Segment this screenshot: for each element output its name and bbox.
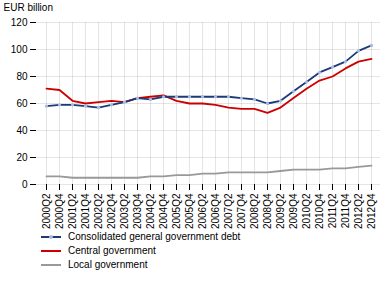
svg-text:2000Q4: 2000Q4 [54, 193, 65, 229]
svg-text:2009Q4: 2009Q4 [288, 193, 299, 229]
svg-text:2011Q4: 2011Q4 [340, 193, 351, 228]
svg-text:2007Q2: 2007Q2 [223, 193, 234, 229]
svg-text:120: 120 [11, 17, 28, 28]
svg-text:100: 100 [11, 44, 28, 55]
svg-text:2004Q4: 2004Q4 [158, 193, 169, 229]
html-text:Central government: Central government [68, 245, 156, 256]
svg-text:0: 0 [22, 179, 28, 190]
svg-text:2002Q4: 2002Q4 [106, 193, 117, 229]
svg-text:2008Q2: 2008Q2 [249, 193, 260, 229]
svg-text:2006Q2: 2006Q2 [197, 193, 208, 229]
svg-text:2010Q4: 2010Q4 [314, 193, 325, 229]
html-text:Consolidated general governmen: Consolidated general government debt [68, 231, 241, 242]
svg-text:2002Q2: 2002Q2 [93, 193, 104, 229]
svg-text:2012Q4: 2012Q4 [366, 193, 377, 229]
svg-text:2004Q2: 2004Q2 [145, 193, 156, 229]
svg-text:2006Q4: 2006Q4 [210, 193, 221, 229]
svg-text:2001Q4: 2001Q4 [80, 193, 91, 229]
svg-text:EUR billion: EUR billion [4, 2, 53, 13]
svg-text:2005Q2: 2005Q2 [171, 193, 182, 229]
svg-text:2011Q2: 2011Q2 [327, 193, 338, 228]
svg-text:2001Q2: 2001Q2 [67, 193, 78, 229]
html-text:Local government: Local government [68, 259, 148, 270]
svg-text:2012Q2: 2012Q2 [353, 193, 364, 229]
svg-text:2008Q4: 2008Q4 [262, 193, 273, 229]
svg-text:2005Q4: 2005Q4 [184, 193, 195, 229]
svg-text:2003Q2: 2003Q2 [119, 193, 130, 229]
svg-text:40: 40 [16, 125, 28, 136]
svg-text:2003Q4: 2003Q4 [132, 193, 143, 229]
svg-text:2010Q2: 2010Q2 [301, 193, 312, 229]
svg-text:80: 80 [16, 71, 28, 82]
svg-text:20: 20 [16, 152, 28, 163]
svg-text:60: 60 [16, 98, 28, 109]
svg-text:2009Q2: 2009Q2 [275, 193, 286, 229]
svg-text:2007Q4: 2007Q4 [236, 193, 247, 229]
svg-text:2000Q2: 2000Q2 [41, 193, 52, 229]
